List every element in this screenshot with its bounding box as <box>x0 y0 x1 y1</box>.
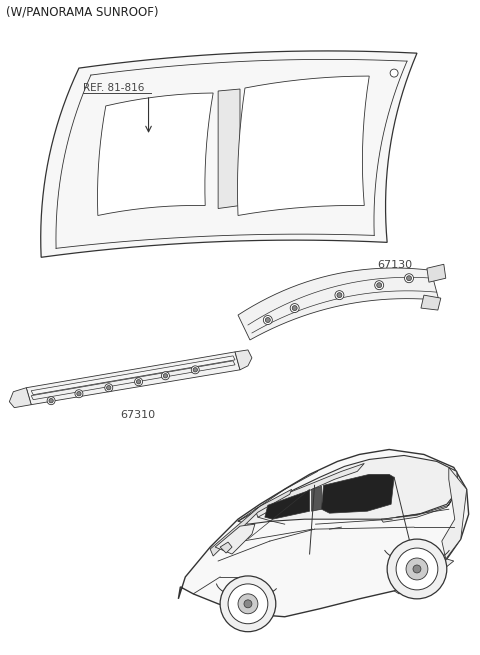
Polygon shape <box>179 449 468 617</box>
Circle shape <box>220 576 276 631</box>
Text: 67130: 67130 <box>377 260 412 271</box>
Circle shape <box>244 600 252 608</box>
Polygon shape <box>427 264 446 282</box>
Text: (W/PANORAMA SUNROOF): (W/PANORAMA SUNROOF) <box>6 5 159 18</box>
Circle shape <box>407 276 411 281</box>
Circle shape <box>265 318 270 322</box>
Circle shape <box>49 398 53 403</box>
Circle shape <box>161 372 169 380</box>
Circle shape <box>413 565 421 573</box>
Circle shape <box>136 380 141 384</box>
Circle shape <box>375 281 384 290</box>
Circle shape <box>163 373 168 378</box>
Polygon shape <box>312 486 322 511</box>
Polygon shape <box>238 76 369 215</box>
Polygon shape <box>235 350 252 370</box>
Circle shape <box>387 539 447 599</box>
Circle shape <box>107 386 111 390</box>
Polygon shape <box>26 352 240 405</box>
Polygon shape <box>238 268 439 340</box>
Polygon shape <box>322 474 394 514</box>
Circle shape <box>238 594 258 614</box>
Circle shape <box>75 390 83 398</box>
Polygon shape <box>265 491 310 519</box>
Circle shape <box>228 584 268 624</box>
Polygon shape <box>9 388 31 407</box>
Circle shape <box>193 367 197 372</box>
Circle shape <box>290 304 299 312</box>
Polygon shape <box>31 361 235 400</box>
Text: 67310: 67310 <box>120 409 156 420</box>
Circle shape <box>406 558 428 580</box>
Polygon shape <box>255 464 364 517</box>
Circle shape <box>390 69 398 77</box>
Circle shape <box>335 291 344 299</box>
Polygon shape <box>381 491 457 522</box>
Polygon shape <box>210 489 292 556</box>
Circle shape <box>292 306 297 310</box>
Polygon shape <box>97 93 213 215</box>
Polygon shape <box>394 559 454 594</box>
Circle shape <box>192 366 199 374</box>
Circle shape <box>105 384 113 392</box>
Polygon shape <box>238 455 459 524</box>
Circle shape <box>337 293 342 297</box>
Circle shape <box>134 378 143 386</box>
Circle shape <box>377 283 382 288</box>
Polygon shape <box>31 356 235 395</box>
Polygon shape <box>215 524 255 554</box>
Polygon shape <box>220 542 232 553</box>
Polygon shape <box>218 89 240 208</box>
Circle shape <box>405 274 413 283</box>
Circle shape <box>77 392 81 396</box>
Polygon shape <box>421 295 441 310</box>
Circle shape <box>396 548 438 590</box>
Polygon shape <box>41 51 417 257</box>
Polygon shape <box>442 468 467 559</box>
Text: REF. 81-816: REF. 81-816 <box>83 83 144 93</box>
Circle shape <box>264 316 272 324</box>
Circle shape <box>47 397 55 405</box>
